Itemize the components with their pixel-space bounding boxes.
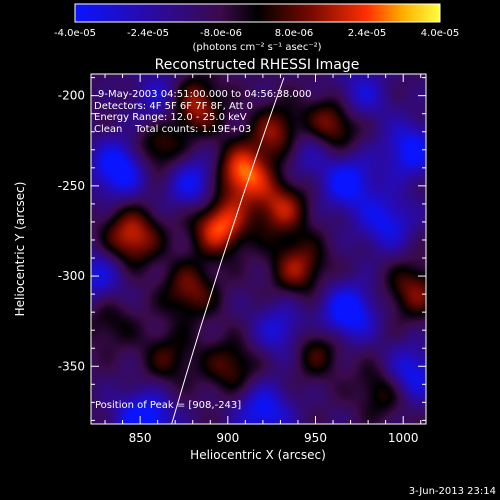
x-tick-label: 900 — [216, 431, 239, 445]
chart-title: Reconstructed RHESSI Image — [155, 57, 360, 73]
y-tick-label: -350 — [58, 359, 85, 373]
colorbar-frame — [74, 3, 441, 23]
x-tick-label: 1000 — [388, 431, 419, 445]
colorbar-gradient — [75, 4, 440, 22]
y-tick-label: -300 — [58, 269, 85, 283]
colorbar-tick-label: -8.0e-06 — [200, 28, 242, 39]
x-tick-label: 850 — [129, 431, 152, 445]
annotation-time-range: 9-May-2003 04:51:00.000 to 04:56:38.000 — [98, 89, 311, 100]
annotation-peak-position: Position of Peak = [908,-243] — [95, 400, 241, 411]
heatmap-image — [91, 74, 426, 424]
y-tick-label: -250 — [58, 179, 85, 193]
x-axis-label: Heliocentric X (arcsec) — [190, 448, 326, 462]
annotation-detectors: Detectors: 4F 5F 6F 7F 8F, Att 0 — [94, 101, 253, 112]
colorbar-tick-label: -2.4e-05 — [127, 28, 169, 39]
y-tick-label: -200 — [58, 89, 85, 103]
colorbar: -4.0e-05 -2.4e-05 -8.0e-06 8.0e-06 2.4e-05 4.… — [54, 3, 459, 53]
colorbar-tick-label: 2.4e-05 — [348, 28, 386, 39]
solar-limb-line — [171, 77, 285, 424]
x-tick-label: 950 — [304, 431, 327, 445]
footer-timestamp: 3-Jun-2013 23:14 — [409, 486, 496, 497]
axes: 850 900 950 1000 -350 -300 -250 -200 — [58, 74, 426, 445]
colorbar-unit-label: (photons cm⁻² s⁻¹ asec⁻²) — [192, 42, 321, 53]
colorbar-tick-labels: -4.0e-05 -2.4e-05 -8.0e-06 8.0e-06 2.4e-05 4.… — [54, 28, 459, 39]
colorbar-tick-label: -4.0e-05 — [54, 28, 96, 39]
plot-frame — [90, 73, 427, 425]
colorbar-tick-label: 8.0e-06 — [275, 28, 313, 39]
annotation-energy-range: Energy Range: 12.0 - 25.0 keV — [94, 112, 247, 123]
y-axis-label: Heliocentric Y (arcsec) — [13, 182, 27, 317]
colorbar-tick-label: 4.0e-05 — [421, 28, 459, 39]
annotations: 9-May-2003 04:51:00.000 to 04:56:38.000 … — [94, 89, 311, 411]
annotation-clean-counts: Clean Total counts: 1.19E+03 — [94, 124, 251, 135]
